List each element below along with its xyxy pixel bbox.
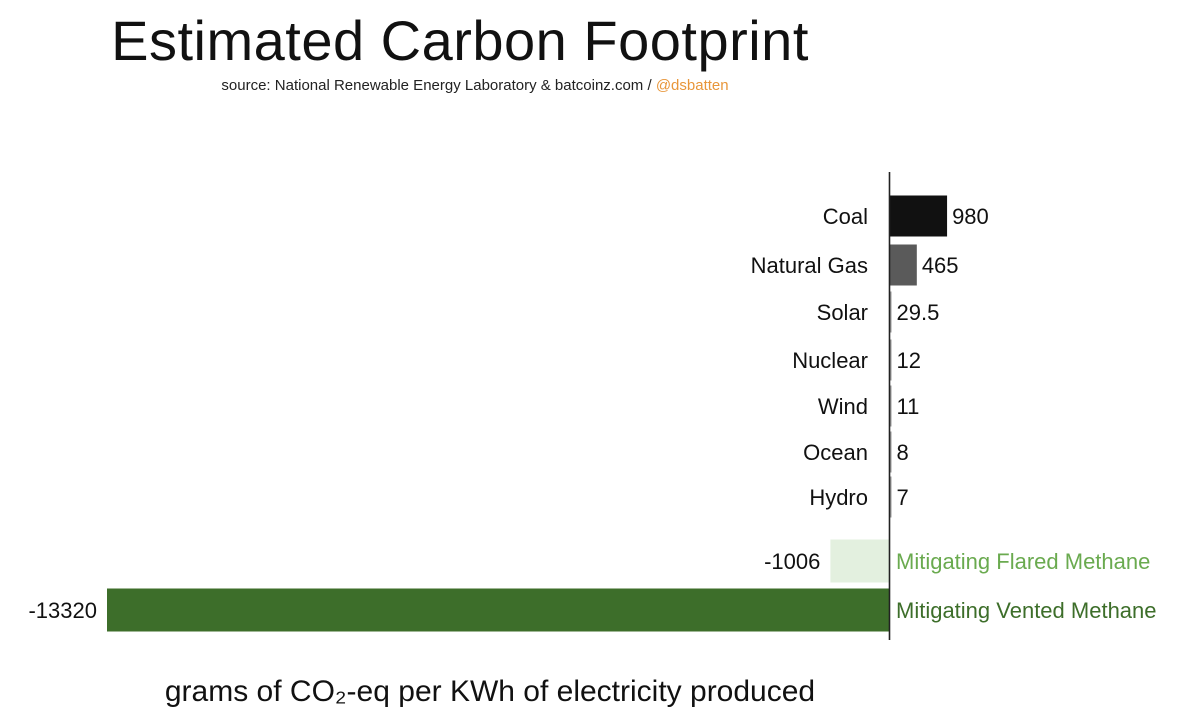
- category-label-solar: Solar: [817, 300, 868, 325]
- value-label-solar: 29.5: [897, 300, 940, 325]
- value-label-natural-gas: 465: [922, 253, 959, 278]
- value-label-ocean: 8: [897, 440, 909, 465]
- author-handle: @dsbatten: [655, 77, 729, 94]
- category-label-ocean: Ocean: [803, 440, 868, 465]
- source-text: source: National Renewable Energy Labora…: [221, 77, 656, 94]
- value-label-nuclear: 12: [897, 348, 921, 373]
- category-label-coal: Coal: [823, 204, 868, 229]
- category-label-wind: Wind: [818, 394, 868, 419]
- category-label-natural-gas: Natural Gas: [751, 253, 868, 278]
- category-label-mitigating-vented-methane: Mitigating Vented Methane: [896, 598, 1157, 623]
- value-label-hydro: 7: [897, 485, 909, 510]
- category-label-nuclear: Nuclear: [792, 348, 868, 373]
- category-label-hydro: Hydro: [809, 485, 868, 510]
- category-label-mitigating-flared-methane: Mitigating Flared Methane: [896, 549, 1150, 574]
- chart-subtitle: source: National Renewable Energy Labora…: [0, 77, 950, 95]
- x-axis-label: grams of CO₂-eq per KWh of electricity p…: [164, 675, 816, 708]
- bar-ocean: [889, 431, 892, 473]
- bar-solar: [889, 291, 892, 333]
- bar-nuclear: [889, 339, 892, 381]
- bar-hydro: [889, 476, 892, 518]
- bar-wind: [889, 385, 892, 427]
- value-label-coal: 980: [952, 204, 989, 229]
- bars-layer: Coal 980 Natural Gas 465 Solar 29.5 Nuclear 12 W…: [28, 195, 1157, 632]
- value-label-mitigating-vented-methane: -13320: [28, 598, 97, 623]
- value-label-wind: 11: [897, 394, 920, 419]
- value-label-mitigating-flared-methane: -1006: [764, 549, 820, 574]
- chart-title: Estimated Carbon Footprint: [111, 9, 809, 72]
- bar-mitigating-flared-methane: [830, 539, 890, 583]
- bar-natural-gas: [889, 244, 917, 286]
- bar-mitigating-vented-methane: [107, 588, 890, 632]
- bar-coal: [889, 195, 948, 237]
